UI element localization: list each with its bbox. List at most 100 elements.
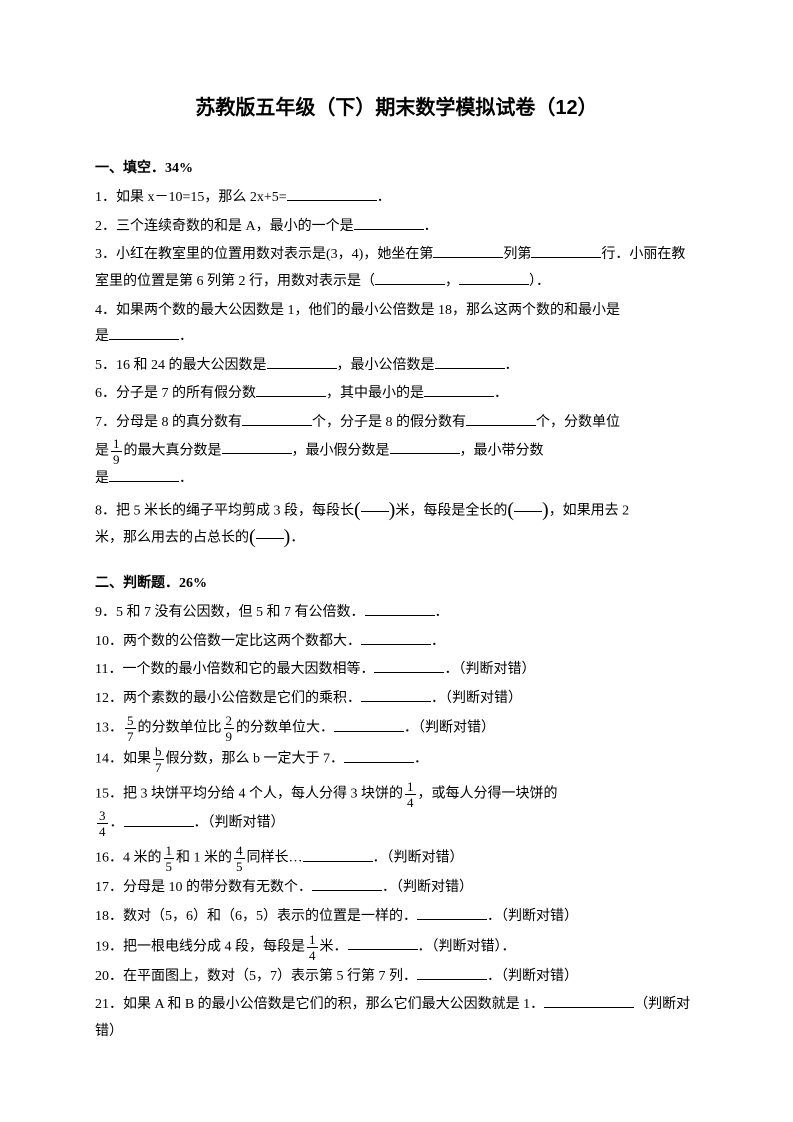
q3-text-b: 列第 [503, 247, 531, 262]
q16-blank[interactable] [303, 846, 373, 862]
q9-blank[interactable] [365, 600, 435, 616]
q17: 17．分母是 10 的带分数有无数个．．（判断对错） [95, 875, 698, 902]
q11-end: ．（判断对错） [444, 662, 535, 677]
q13-text-b: 的分数单位比 [138, 721, 222, 736]
q5-blank1[interactable] [267, 353, 337, 369]
q14: 14．如果b7假分数，那么 b 一定大于 7．． [95, 745, 698, 774]
q3-blank1[interactable] [433, 242, 503, 258]
q1-text: 1．如果 x－10=15，那么 2x+5= [95, 190, 287, 205]
q10-text: 10．两个数的公倍数一定比这两个数都大． [95, 634, 361, 649]
q9: 9．5 和 7 没有公因数，但 5 和 7 有公倍数．． [95, 600, 698, 627]
q21-text-a: 21．如果 A 和 B 的最小公倍数是它们的积，那么它们最大公因数就是 1． [95, 997, 544, 1012]
q13-text-a: 13． [95, 721, 123, 736]
q17-blank[interactable] [312, 875, 382, 891]
q19-blank[interactable] [348, 934, 418, 950]
frac-1-5: 15 [164, 844, 175, 873]
q3-blank4[interactable] [459, 269, 529, 285]
q4-text-b: ． [179, 329, 193, 344]
q5-blank2[interactable] [435, 353, 505, 369]
q7-blank4[interactable] [390, 438, 460, 454]
q10-blank[interactable] [361, 629, 431, 645]
q18-blank[interactable] [417, 904, 487, 920]
q6-blank2[interactable] [424, 381, 494, 397]
q2-end: ． [424, 219, 438, 234]
q8-text-d: 米，那么用去的占总长的 [95, 531, 249, 546]
q1-blank[interactable] [287, 185, 377, 201]
q7-blank5[interactable] [109, 466, 179, 482]
q20-blank[interactable] [417, 964, 487, 980]
frac-b-7: b7 [153, 745, 164, 774]
q12-text: 12．两个素数的最小公倍数是它们的乘积． [95, 691, 361, 706]
q19-end: ．（判断对错）． [418, 939, 516, 954]
q2: 2．三个连续奇数的和是 A，最小的一个是． [95, 214, 698, 241]
q11: 11．一个数的最小倍数和它的最大因数相等． ．（判断对错） [95, 657, 698, 684]
q6-blank1[interactable] [256, 381, 326, 397]
q19-text-b: 米． [320, 939, 348, 954]
q12-blank[interactable] [361, 686, 431, 702]
frac-2-9: 29 [224, 714, 235, 743]
q9-end: ． [435, 605, 449, 620]
q7-text-h: 是 [95, 471, 109, 486]
q11-blank[interactable] [374, 657, 444, 673]
q1-end: ． [377, 190, 391, 205]
section2-header: 二、判断题．26% [95, 571, 698, 596]
q1: 1．如果 x－10=15，那么 2x+5= ． [95, 185, 698, 212]
q13-blank[interactable] [334, 716, 404, 732]
q10-end: ． [431, 634, 445, 649]
q8-text-b: 米，每段是全长的 [395, 504, 507, 519]
q12-end: ．（判断对错） [431, 691, 522, 706]
q12: 12．两个素数的最小公倍数是它们的乘积． ．（判断对错） [95, 686, 698, 713]
q16-end: ．（判断对错） [373, 851, 464, 866]
q14-blank[interactable] [344, 747, 414, 763]
q8-paren1[interactable]: ( x) [354, 498, 395, 525]
q8-paren2[interactable]: ( x) [507, 498, 548, 525]
q20: 20．在平面图上，数对（5，7）表示第 5 行第 7 列． ．（判断对错） [95, 964, 698, 991]
page-title: 苏教版五年级（下）期末数学模拟试卷（12） [95, 90, 698, 126]
q7-blank1[interactable] [242, 410, 312, 426]
q3-blank3[interactable] [375, 269, 445, 285]
q3-blank2[interactable] [531, 242, 601, 258]
q10: 10．两个数的公倍数一定比这两个数都大． ． [95, 629, 698, 656]
q7-text-f: ，最小假分数是 [292, 443, 390, 458]
q7-text-d: 是 [95, 443, 109, 458]
q14-text-a: 14．如果 [95, 752, 151, 767]
q4: 4．如果两个数的最大公因数是 1，他们的最小公倍数是 18，那么这两个数的和最小… [95, 298, 698, 351]
q4-text-a: 4．如果两个数的最大公因数是 1，他们的最小公倍数是 18，那么这两个数的和最小… [95, 303, 620, 318]
q7-blank3[interactable] [222, 438, 292, 454]
q19: 19．把一根电线分成 4 段，每段是14米．．（判断对错）． [95, 933, 698, 962]
q5-text-a: 5．16 和 24 的最大公因数是 [95, 358, 267, 373]
q3: 3．小红在教室里的位置用数对表示是(3，4)，她坐在第列第行．小丽在教室里的位置… [95, 242, 698, 295]
q15-blank[interactable] [124, 811, 194, 827]
q11-text: 11．一个数的最小倍数和它的最大因数相等． [95, 662, 374, 677]
q8-text-c: ，如果用去 2 [549, 504, 630, 519]
q13-text-c: 的分数单位大． [236, 721, 334, 736]
frac-5-7: 57 [125, 714, 136, 743]
q21-blank[interactable] [544, 992, 634, 1008]
frac-1-4-b: 14 [307, 933, 318, 962]
q8-paren3[interactable]: ( x) [249, 525, 290, 552]
q18: 18．数对（5，6）和（6，5）表示的位置是一样的．．（判断对错） [95, 904, 698, 931]
q3-text-d: ， [445, 274, 459, 289]
q7: 7．分母是 8 的真分数有个，分子是 8 的假分数有个，分数单位 是19的最大真… [95, 410, 698, 492]
q15: 15．把 3 块饼平均分给 4 个人，每人分得 3 块饼的14，或每人分得一块饼… [95, 780, 698, 838]
q20-text: 20．在平面图上，数对（5，7）表示第 5 行第 7 列． [95, 969, 417, 984]
q21: 21．如果 A 和 B 的最小公倍数是它们的积，那么它们最大公因数就是 1．（判… [95, 992, 698, 1045]
q14-end: ． [414, 752, 428, 767]
q16: 16．4 米的15和 1 米的45同样长…．（判断对错） [95, 844, 698, 873]
q20-end: ．（判断对错） [487, 969, 578, 984]
q6-text-c: ． [494, 386, 508, 401]
q15-text-a: 15．把 3 块饼平均分给 4 个人，每人分得 3 块饼的 [95, 787, 403, 802]
q8: 8．把 5 米长的绳子平均剪成 3 段，每段长( x)米，每段是全长的( x)，… [95, 498, 698, 553]
q16-text-c: 同样长… [247, 851, 303, 866]
q7-blank2[interactable] [466, 410, 536, 426]
q5-text-c: ． [505, 358, 519, 373]
q7-text-g: ，最小带分数 [460, 443, 544, 458]
frac-4-5: 45 [234, 844, 245, 873]
q3-text-e: ）． [529, 274, 550, 289]
q4-blank[interactable] [109, 324, 179, 340]
q2-blank[interactable] [354, 214, 424, 230]
q18-end: ．（判断对错） [487, 909, 578, 924]
q6-text-a: 6．分子是 7 的所有假分数 [95, 386, 256, 401]
q7-text-e: 的最大真分数是 [124, 443, 222, 458]
q15-text-b: ，或每人分得一块饼的 [418, 787, 558, 802]
